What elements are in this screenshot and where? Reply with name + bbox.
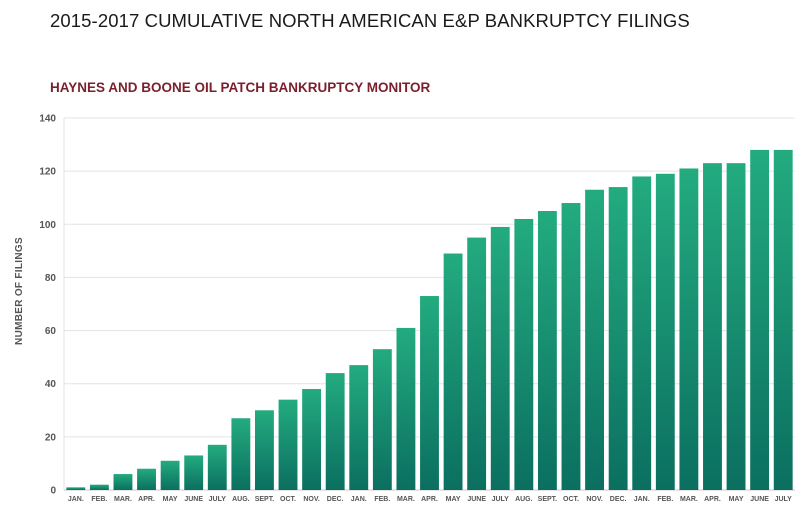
x-tick-label: JULY — [492, 496, 510, 503]
bar — [726, 163, 746, 490]
y-tick-label: 20 — [45, 432, 57, 443]
bar — [207, 444, 227, 490]
bar — [255, 410, 274, 490]
bar — [443, 253, 463, 490]
bar — [467, 237, 487, 490]
y-axis-label: NUMBER OF FILINGS — [14, 237, 25, 345]
x-tick-label: JULY — [209, 496, 227, 503]
bar — [113, 474, 133, 490]
y-axis-ticks: 0 20 40 60 80 100 120 140 — [39, 114, 56, 497]
x-tick-label: JUNE — [467, 496, 486, 503]
bar — [231, 418, 251, 490]
y-tick-label: 60 — [45, 326, 57, 337]
bar — [184, 455, 204, 490]
bar — [750, 149, 770, 490]
x-tick-label: JAN. — [634, 496, 650, 503]
page-title: 2015-2017 CUMULATIVE NORTH AMERICAN E&P … — [50, 10, 690, 31]
x-tick-label: MAY — [729, 496, 744, 503]
x-tick-label: SEPT. — [538, 496, 558, 503]
bar — [608, 187, 628, 491]
x-tick-label: JUNE — [184, 496, 203, 503]
y-tick-label: 0 — [50, 486, 56, 497]
bar — [679, 168, 699, 490]
x-tick-label: MAR. — [680, 496, 698, 503]
x-tick-label: MAR. — [114, 496, 132, 503]
x-tick-label: MAY — [446, 496, 461, 503]
x-tick-label: OCT. — [563, 496, 579, 503]
y-tick-label: 120 — [39, 167, 56, 178]
y-tick-label: 140 — [39, 114, 56, 125]
x-tick-label: FEB. — [657, 496, 673, 503]
x-tick-label: JULY — [775, 496, 793, 503]
x-tick-label: JUNE — [750, 496, 769, 503]
bar — [655, 173, 675, 491]
chart-title: HAYNES AND BOONE OIL PATCH BANKRUPTCY MO… — [50, 80, 431, 95]
x-tick-label: DEC. — [610, 496, 627, 503]
y-tick-label: 100 — [39, 220, 56, 231]
x-tick-label: AUG. — [232, 496, 250, 503]
x-tick-label: MAR. — [397, 496, 415, 503]
bar — [396, 327, 416, 490]
x-tick-label: SEPT. — [255, 496, 275, 503]
x-axis-ticks: JAN. FEB. MAR. APR. MAY JUNE JULY AUG. SEPT. OCT.… — [68, 496, 792, 503]
bar — [537, 211, 557, 490]
bar — [349, 365, 369, 490]
x-tick-label: NOV. — [303, 496, 320, 503]
bars — [66, 149, 793, 491]
x-tick-label: APR. — [421, 496, 438, 503]
bar — [302, 389, 322, 490]
bar — [137, 468, 156, 490]
bar — [773, 149, 793, 490]
x-tick-label: JAN. — [68, 496, 84, 503]
bar — [325, 373, 345, 490]
x-tick-label: FEB. — [374, 496, 390, 503]
x-tick-label: AUG. — [515, 496, 533, 503]
bar — [160, 460, 180, 490]
bar — [372, 349, 392, 490]
bar — [585, 189, 604, 490]
bar — [278, 399, 298, 490]
bar — [490, 226, 510, 490]
bar — [632, 176, 652, 490]
y-tick-label: 40 — [45, 379, 57, 390]
bar — [66, 487, 86, 490]
bar — [420, 296, 439, 490]
bar — [514, 218, 534, 490]
x-tick-label: OCT. — [280, 496, 296, 503]
y-tick-label: 80 — [45, 273, 57, 284]
x-tick-label: DEC. — [327, 496, 344, 503]
x-tick-label: JAN. — [351, 496, 367, 503]
bar — [89, 484, 109, 490]
x-tick-label: MAY — [163, 496, 178, 503]
x-tick-label: FEB. — [91, 496, 107, 503]
bar — [703, 163, 722, 490]
x-tick-label: APR. — [704, 496, 721, 503]
x-tick-label: NOV. — [586, 496, 603, 503]
x-tick-label: APR. — [138, 496, 155, 503]
bar — [561, 203, 581, 490]
